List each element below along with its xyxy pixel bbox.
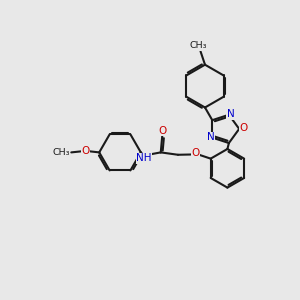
Text: O: O [81,146,90,156]
Text: N: N [227,109,235,119]
Text: NH: NH [136,153,152,163]
Text: CH₃: CH₃ [52,148,70,157]
Text: CH₃: CH₃ [189,41,207,50]
Text: O: O [239,123,248,133]
Text: N: N [207,132,214,142]
Text: O: O [191,148,200,158]
Text: O: O [158,126,167,136]
